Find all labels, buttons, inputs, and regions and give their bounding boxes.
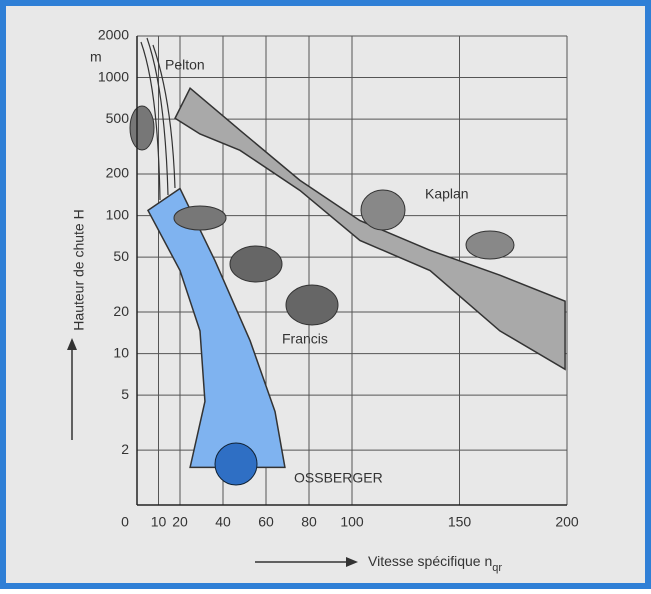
x-tick-label: 200 — [555, 514, 579, 530]
francis-icon — [230, 246, 282, 282]
francis-label: Francis — [282, 331, 328, 347]
y-tick-label: 50 — [113, 248, 129, 264]
page: {"chart_data": { "type": "area-regions",… — [0, 0, 651, 594]
y-tick-label: 10 — [113, 344, 129, 360]
y-tick-label: 2 — [121, 441, 129, 457]
x-tick-label: 60 — [258, 514, 274, 530]
pelton-icon — [130, 106, 154, 150]
x-axis-label-main: Vitesse spécifique n — [368, 553, 492, 569]
y-unit: m — [90, 49, 102, 65]
x-tick-label: 40 — [215, 514, 231, 530]
y-tick-label: 20 — [113, 303, 129, 319]
x-tick-label: 20 — [172, 514, 188, 530]
y-tick-label: 5 — [121, 386, 129, 402]
ossberger-icon — [215, 443, 257, 485]
kaplan-icon — [466, 231, 514, 259]
y-tick-label: 100 — [106, 206, 130, 222]
francis-icon — [174, 206, 226, 230]
x-tick-label: 80 — [301, 514, 317, 530]
pelton-label: Pelton — [165, 57, 205, 73]
y-tick-label: 1000 — [98, 68, 129, 84]
x-tick-label: 100 — [340, 514, 364, 530]
francis-icon — [286, 285, 338, 325]
x-tick-label: 10 — [151, 514, 167, 530]
y-tick-label: 2000 — [98, 27, 129, 43]
kaplan-label: Kaplan — [425, 186, 469, 202]
y-tick-label: 500 — [106, 110, 130, 126]
y-axis-label: Hauteur de chute H — [71, 209, 87, 330]
x-tick-label: 0 — [121, 514, 129, 530]
x-axis-label-sub: qr — [492, 562, 502, 574]
x-tick-label: 150 — [448, 514, 472, 530]
y-tick-label: 200 — [106, 165, 130, 181]
chart: 2 5 10 20 50 100 200 500 1000 2000 0 10 20 40 60 80 100 1… — [0, 0, 651, 589]
ossberger-label: OSSBERGER — [294, 470, 383, 486]
kaplan-icon — [361, 190, 405, 230]
